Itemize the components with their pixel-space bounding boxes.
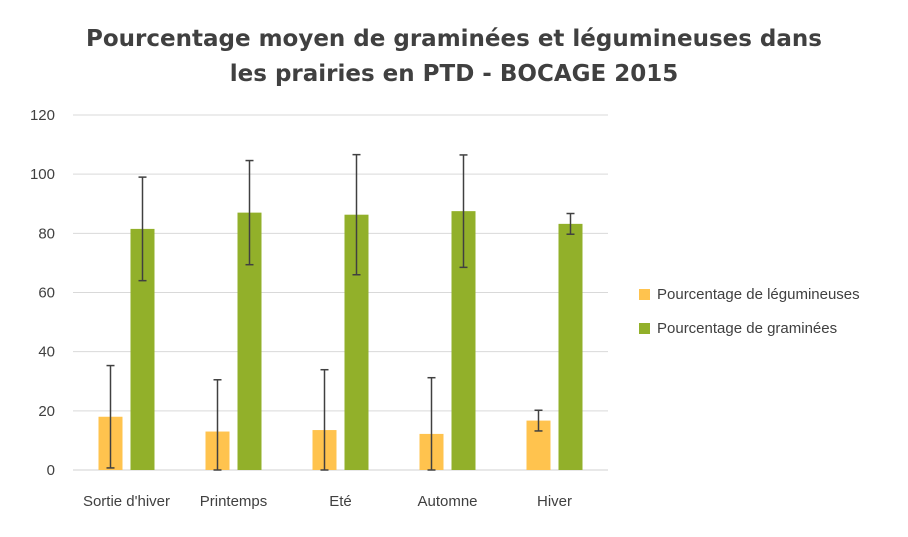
bar-graminees (558, 223, 583, 470)
chart-title-line-2: les prairies en PTD - BOCAGE 2015 (229, 61, 679, 87)
y-tick-label: 0 (47, 462, 55, 479)
x-tick-label: Eté (329, 493, 352, 510)
x-tick-label: Printemps (200, 493, 268, 510)
x-tick-label: Sortie d'hiver (83, 493, 170, 510)
legend-swatch-graminees (639, 323, 650, 334)
x-tick-label: Automne (417, 493, 477, 510)
legend-item-graminees: Pourcentage de graminées (639, 320, 837, 337)
legend-label-legumineuses: Pourcentage de légumineuses (657, 286, 860, 303)
y-tick-label: 120 (30, 107, 55, 124)
legend-label-graminees: Pourcentage de graminées (657, 320, 838, 337)
y-tick-label: 20 (38, 403, 55, 420)
x-tick-label: Hiver (537, 493, 572, 510)
chart-title-line-1: Pourcentage moyen de graminées et légumi… (86, 26, 822, 52)
y-tick-label: 60 (38, 285, 55, 302)
chart-title: Pourcentage moyen de graminées et légumi… (0, 22, 908, 92)
legend-swatch-legumineuses (639, 289, 650, 300)
legend-item-legumineuses: Pourcentage de légumineuses (639, 286, 860, 303)
y-tick-label: 100 (30, 166, 55, 183)
y-tick-label: 40 (38, 344, 55, 361)
y-tick-label: 80 (38, 225, 55, 242)
